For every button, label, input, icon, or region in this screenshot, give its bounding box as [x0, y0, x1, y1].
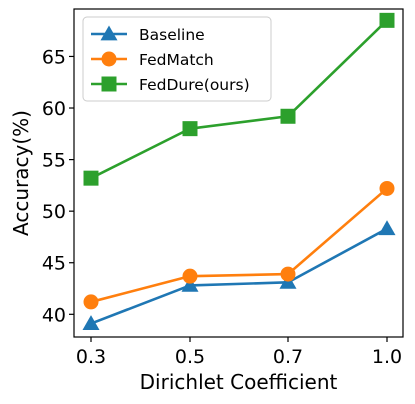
legend-marker — [101, 76, 117, 92]
legend-marker — [101, 51, 117, 67]
legend-label: Baseline — [139, 26, 205, 44]
legend-label: FedMatch — [139, 51, 214, 69]
series-lines — [90, 19, 388, 325]
x-axis-ticks: 0.3 0.5 0.7 1.0 — [76, 337, 402, 368]
x-tick-label: 0.7 — [273, 346, 303, 368]
y-tick-label: 45 — [42, 253, 66, 275]
data-point — [280, 266, 296, 282]
x-tick-label: 0.3 — [76, 346, 106, 368]
y-tick-label: 60 — [42, 98, 66, 120]
y-tick-label: 55 — [42, 150, 66, 172]
series-line — [90, 187, 388, 304]
legend-marker — [100, 25, 118, 41]
data-point — [379, 180, 395, 196]
series-line — [90, 19, 388, 180]
x-axis-label: Dirichlet Coefficient — [140, 370, 338, 394]
data-point — [280, 108, 296, 124]
x-tick-label: 0.5 — [175, 346, 205, 368]
legend: Baseline FedMatch FedDure(ours) — [82, 16, 272, 102]
data-point — [83, 170, 99, 186]
x-tick-label: 1.0 — [372, 346, 402, 368]
data-point — [378, 220, 396, 236]
data-point — [181, 276, 199, 292]
data-point — [379, 12, 395, 28]
plot-frame — [73, 8, 404, 338]
data-point — [82, 315, 100, 330]
y-tick-label: 65 — [42, 46, 66, 68]
data-point — [182, 121, 198, 137]
legend-label: FedDure(ours) — [139, 76, 250, 94]
y-axis-label: Accuracy(%) — [9, 110, 33, 236]
series-markers — [82, 12, 396, 330]
y-axis-ticks: 40 45 50 55 60 65 — [42, 46, 74, 326]
y-tick-label: 40 — [42, 304, 66, 326]
legend-box — [82, 16, 272, 102]
data-point — [83, 294, 99, 310]
y-tick-label: 50 — [42, 201, 66, 223]
data-point — [182, 268, 198, 284]
series-line — [90, 227, 388, 325]
